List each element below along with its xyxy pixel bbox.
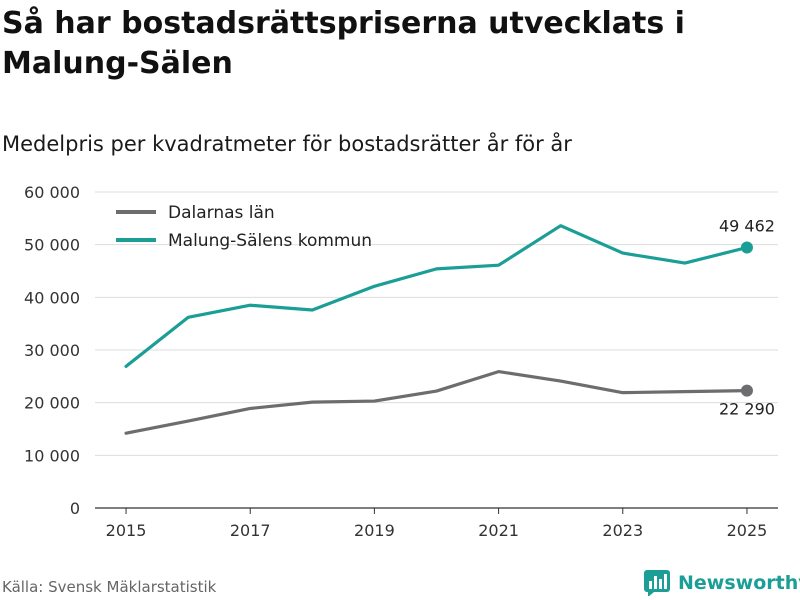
bar-chart-logo-icon bbox=[644, 570, 670, 596]
end-marker-dalarna bbox=[740, 384, 753, 397]
series-line-malung bbox=[124, 224, 749, 368]
x-tick-label: 2021 bbox=[478, 521, 519, 540]
x-tick-label: 2025 bbox=[727, 521, 768, 540]
legend-label: Malung-Sälens kommun bbox=[168, 231, 372, 251]
x-tick-label: 2023 bbox=[602, 521, 643, 540]
y-tick-label: 50 000 bbox=[24, 236, 80, 255]
y-tick-label: 30 000 bbox=[24, 341, 80, 360]
y-tick-label: 60 000 bbox=[24, 183, 80, 202]
y-tick-label: 10 000 bbox=[24, 446, 80, 465]
chart-subtitle: Medelpris per kvadratmeter för bostadsrä… bbox=[2, 132, 572, 156]
y-tick-label: 40 000 bbox=[24, 288, 80, 307]
y-tick-label: 20 000 bbox=[24, 394, 80, 413]
end-value-label: 22 290 bbox=[719, 400, 775, 419]
brand-name: Newsworthy bbox=[678, 572, 800, 594]
x-tick-label: 2017 bbox=[230, 521, 271, 540]
brand-logo[interactable]: Newsworthy bbox=[644, 570, 800, 596]
x-tick-label: 2019 bbox=[354, 521, 395, 540]
legend-label: Dalarnas län bbox=[168, 203, 275, 223]
chart-title: Så har bostadsrättspriserna utvecklats i… bbox=[2, 6, 685, 81]
x-tick-label: 2015 bbox=[106, 521, 147, 540]
y-tick-label: 0 bbox=[70, 499, 80, 518]
end-marker-malung bbox=[740, 241, 753, 254]
end-value-label: 49 462 bbox=[719, 217, 775, 236]
source-note: Källa: Svensk Mäklarstatistik bbox=[2, 578, 217, 596]
series-line-dalarna bbox=[124, 369, 749, 435]
